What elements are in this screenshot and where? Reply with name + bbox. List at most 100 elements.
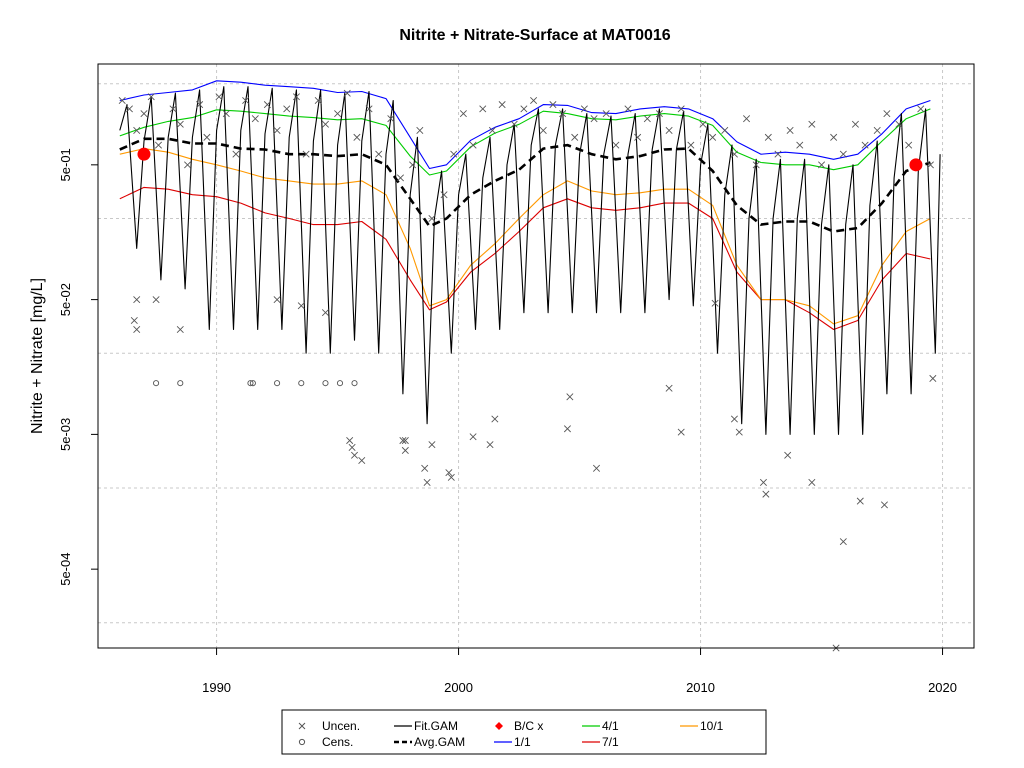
uncensored-point xyxy=(176,120,184,128)
legend-label: Uncen. xyxy=(322,719,360,733)
uncensored-point xyxy=(154,141,163,149)
series-line-avg-gam xyxy=(119,137,931,233)
uncensored-point xyxy=(735,428,743,436)
uncensored-point xyxy=(409,161,417,169)
uncensored-point xyxy=(851,120,859,128)
legend-label: 10/1 xyxy=(700,719,724,733)
censored-point xyxy=(247,380,254,387)
uncensored-point xyxy=(491,415,499,423)
series-line-1-1 xyxy=(119,80,931,170)
series-line-4-1 xyxy=(119,108,931,176)
legend-item-cens-: Cens. xyxy=(298,735,353,749)
uncensored-point xyxy=(445,469,453,477)
bc-point xyxy=(137,147,151,161)
uncensored-point xyxy=(764,133,772,141)
uncensored-point xyxy=(387,115,395,123)
uncensored-point xyxy=(861,141,869,149)
uncensored-point xyxy=(358,456,366,465)
uncensored-point xyxy=(196,101,204,109)
uncensored-point xyxy=(222,110,230,118)
uncensored-point xyxy=(839,150,847,158)
uncensored-point xyxy=(774,150,782,158)
uncensored-point xyxy=(624,105,632,113)
uncensored-point xyxy=(510,120,518,128)
uncensored-point xyxy=(353,133,361,141)
uncensored-point xyxy=(592,464,601,472)
uncensored-point xyxy=(699,120,707,128)
censored-point xyxy=(336,380,344,387)
uncensored-point xyxy=(423,478,431,486)
uncensored-point xyxy=(665,384,673,392)
uncensored-point xyxy=(469,141,477,149)
legend-item-avg-gam: Avg.GAM xyxy=(394,735,465,749)
uncensored-point xyxy=(232,150,240,158)
uncensored-point xyxy=(711,299,719,307)
uncensored-point xyxy=(314,97,322,105)
uncensored-point xyxy=(498,101,506,109)
uncensored-point xyxy=(486,441,494,449)
y-axis-label: Nitrite + Nitrate [mg/L] xyxy=(29,278,46,434)
uncensored-point xyxy=(530,97,538,105)
censored-point xyxy=(249,380,256,387)
y-tick-label: 5e-03 xyxy=(58,418,73,451)
legend: Uncen. Cens. Fit.GAM Avg.GAM B/C x 1/1 4/1 7/1 1… xyxy=(281,709,767,755)
legend-item-fit-gam: Fit.GAM xyxy=(394,719,458,733)
uncensored-point xyxy=(539,126,547,134)
x-tick-label: 1990 xyxy=(202,680,231,695)
uncensored-point xyxy=(130,316,138,325)
uncensored-point xyxy=(743,115,751,123)
uncensored-point xyxy=(401,437,409,445)
legend-label: Cens. xyxy=(322,735,353,749)
uncensored-point xyxy=(563,425,571,433)
uncensored-point xyxy=(133,325,141,334)
uncensored-point xyxy=(428,441,436,449)
uncensored-point xyxy=(730,150,738,158)
bc-point xyxy=(909,158,923,172)
chart-title: Nitrite + Nitrate-Surface at MAT0016 xyxy=(399,27,670,44)
uncensored-point xyxy=(665,126,673,134)
y-tick-label: 5e-01 xyxy=(58,148,73,181)
points-layer xyxy=(118,89,937,652)
uncensored-point xyxy=(215,93,223,101)
uncensored-point xyxy=(251,115,259,123)
legend-item-10-1: 10/1 xyxy=(680,719,724,733)
uncensored-point xyxy=(917,105,925,113)
x-tick-label: 2000 xyxy=(444,680,473,695)
uncensored-point xyxy=(416,126,424,134)
censored-point xyxy=(298,380,305,387)
uncensored-point xyxy=(334,110,342,118)
uncensored-point xyxy=(343,89,351,97)
uncensored-point xyxy=(784,451,792,459)
uncensored-point xyxy=(602,110,610,118)
uncensored-point xyxy=(399,437,407,445)
uncensored-point xyxy=(818,161,826,169)
uncensored-point xyxy=(590,115,598,123)
series-line-7-1 xyxy=(119,186,931,331)
uncensored-point xyxy=(273,296,281,304)
uncensored-point xyxy=(184,161,192,169)
uncensored-point xyxy=(929,374,937,382)
uncensored-point xyxy=(880,501,888,509)
uncensored-point xyxy=(830,133,838,141)
uncensored-point xyxy=(321,309,329,317)
uncensored-point xyxy=(273,126,281,134)
uncensored-point xyxy=(450,150,458,158)
legend-item-uncen-: Uncen. xyxy=(298,719,360,733)
grid xyxy=(98,64,974,648)
uncensored-point xyxy=(566,393,574,401)
x-tick-label: 2020 xyxy=(928,680,957,695)
uncensored-point xyxy=(118,97,126,105)
uncensored-point xyxy=(133,296,141,304)
legend-label: 1/1 xyxy=(514,735,531,749)
uncensored-point xyxy=(125,105,133,113)
uncensored-point xyxy=(365,105,373,113)
uncensored-point xyxy=(687,141,695,149)
legend-label: Avg.GAM xyxy=(414,735,465,749)
uncensored-point xyxy=(421,464,429,472)
uncensored-point xyxy=(762,490,770,498)
uncensored-point xyxy=(677,105,685,113)
uncensored-point xyxy=(895,120,903,128)
uncensored-point xyxy=(926,161,934,169)
uncensored-point xyxy=(655,110,663,118)
